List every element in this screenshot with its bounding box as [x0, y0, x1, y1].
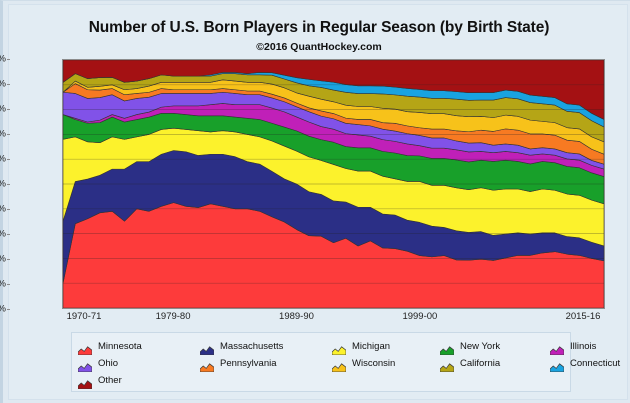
legend-item-ohio[interactable]: Ohio: [77, 358, 200, 373]
y-axis-tick-label: 60.0%: [0, 154, 6, 165]
x-axis-tick-label: 2015-16: [565, 311, 601, 322]
y-axis-tick-label: 10.0%: [0, 279, 6, 290]
legend-item-label: New York: [460, 341, 501, 352]
legend-item-wisconsin[interactable]: Wisconsin: [331, 358, 440, 373]
y-axis-tick-label: 50.0%: [0, 179, 6, 190]
y-axis-tick-mark: [7, 134, 10, 135]
y-axis-tick-mark: [7, 259, 10, 260]
y-axis-tick-label: 100.0%: [0, 54, 6, 65]
legend-swatch-icon: [199, 342, 215, 356]
plot-area: [62, 59, 605, 309]
legend-item-label: Michigan: [352, 341, 391, 352]
stacked-area-chart: [63, 60, 604, 308]
legend-item-new-york[interactable]: New York: [439, 341, 550, 356]
y-axis-tick-mark: [7, 184, 10, 185]
y-axis-tick-mark: [7, 84, 10, 85]
y-axis-tick-mark: [7, 309, 10, 310]
legend-item-pennsylvania[interactable]: Pennsylvania: [199, 358, 332, 373]
legend-item-california[interactable]: California: [439, 358, 550, 373]
plot-frame: [62, 59, 605, 309]
x-axis-tick-label: 1989-90: [279, 311, 314, 322]
y-axis-tick-label: 20.0%: [0, 254, 6, 265]
legend-item-label: Connecticut: [570, 358, 621, 369]
legend-item-label: Illinois: [570, 341, 597, 352]
copyright-subtitle: ©2016 QuantHockey.com: [256, 41, 382, 53]
legend-swatch-icon: [439, 359, 455, 373]
area-series-other: [63, 60, 604, 120]
legend-swatch-icon: [77, 359, 93, 373]
y-axis-tick-mark: [7, 284, 10, 285]
legend-item-label: Massachusetts: [220, 341, 284, 352]
legend-swatch-icon: [77, 376, 93, 390]
legend-item-massachusetts[interactable]: Massachusetts: [199, 341, 332, 356]
y-axis-tick-label: 0.0%: [0, 304, 6, 315]
page-title: Number of U.S. Born Players in Regular S…: [88, 19, 550, 36]
legend-item-minnesota[interactable]: Minnesota: [77, 341, 200, 356]
y-axis-tick-mark: [7, 159, 10, 160]
y-axis-tick-label: 70.0%: [0, 129, 6, 140]
legend-swatch-icon: [549, 342, 565, 356]
legend-item-label: Pennsylvania: [220, 358, 277, 369]
y-axis-tick-mark: [7, 109, 10, 110]
y-axis-tick-label: 40.0%: [0, 204, 6, 215]
legend-swatch-icon: [77, 342, 93, 356]
chart-canvas: Number of U.S. Born Players in Regular S…: [0, 4, 628, 400]
x-axis-tick-label: 1979-80: [155, 311, 191, 322]
x-axis-tick-label: 1999-00: [402, 311, 438, 322]
legend-item-connecticut[interactable]: Connecticut: [549, 358, 630, 373]
y-axis-tick-mark: [7, 209, 10, 210]
legend-item-label: Ohio: [98, 358, 119, 369]
chart-legend: Minnesota Massachusetts Michigan New York Il…: [71, 332, 620, 392]
legend-item-other[interactable]: Other: [77, 375, 200, 390]
grid-lines-overlay: [63, 84, 604, 284]
legend-swatch-icon: [331, 342, 347, 356]
legend-item-michigan[interactable]: Michigan: [331, 341, 440, 356]
legend-item-label: Other: [98, 375, 122, 386]
legend-grid: Minnesota Massachusetts Michigan New York Il…: [77, 338, 620, 390]
y-axis-tick-label: 30.0%: [0, 229, 6, 240]
legend-swatch-icon: [331, 359, 347, 373]
x-axis: 1970-71 1979-80 1989-90 1999-00 2015-16: [62, 311, 605, 327]
y-axis-tick-mark: [7, 234, 10, 235]
legend-item-label: Wisconsin: [352, 358, 396, 369]
y-axis-tick-label: 90.0%: [0, 79, 6, 90]
legend-swatch-icon: [439, 342, 455, 356]
legend-item-label: Minnesota: [98, 341, 142, 352]
y-axis-tick-label: 80.0%: [0, 104, 6, 115]
y-axis-tick-mark: [7, 59, 10, 60]
y-axis: 0.0% 10.0% 20.0% 30.0% 40.0% 50.0% 60.0% 70.0% 8…: [0, 54, 10, 315]
x-axis-tick-label: 1970-71: [66, 311, 102, 322]
legend-swatch-icon: [199, 359, 215, 373]
legend-item-illinois[interactable]: Illinois: [549, 341, 630, 356]
legend-swatch-icon: [549, 359, 565, 373]
legend-item-label: California: [460, 358, 501, 369]
